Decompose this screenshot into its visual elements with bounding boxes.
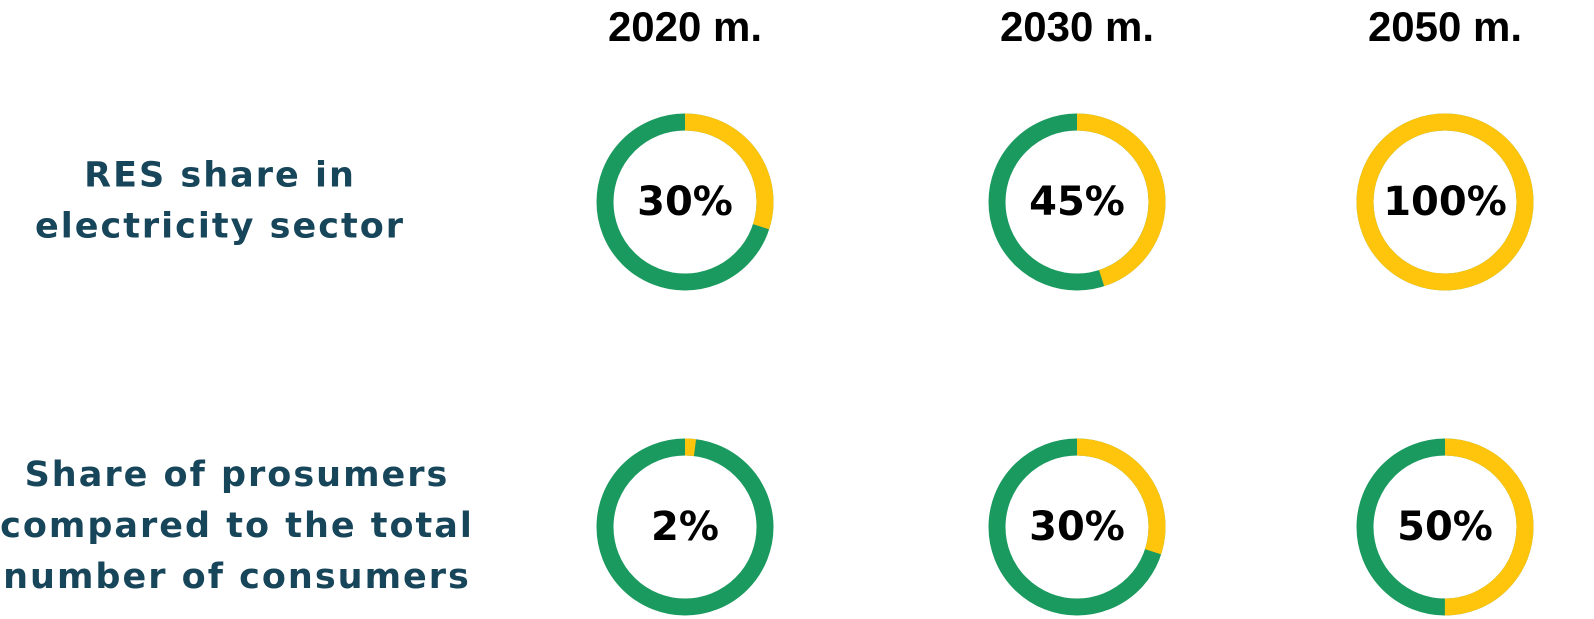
row-label: number of consumers bbox=[3, 557, 471, 597]
donut-label: 45% bbox=[1029, 179, 1125, 225]
donut-share bbox=[988, 113, 1166, 291]
donut-share bbox=[1356, 113, 1534, 291]
row-label: electricity sector bbox=[35, 207, 405, 247]
donut-label: 100% bbox=[1383, 179, 1507, 225]
donut-label: 30% bbox=[637, 179, 733, 225]
donut-share bbox=[596, 438, 774, 616]
column-header: 2020 m. bbox=[608, 3, 762, 50]
row-label: RES share in bbox=[84, 156, 356, 196]
column-header: 2030 m. bbox=[1000, 3, 1154, 50]
donut-share bbox=[596, 113, 774, 291]
donut-share bbox=[1356, 438, 1534, 616]
donut-label: 50% bbox=[1397, 504, 1493, 550]
donut-share bbox=[988, 438, 1166, 616]
row-label: Share of prosumers bbox=[25, 455, 450, 495]
column-header: 2050 m. bbox=[1368, 3, 1522, 50]
donut-label: 30% bbox=[1029, 504, 1125, 550]
row-label: compared to the total bbox=[0, 506, 474, 546]
donut-label: 2% bbox=[651, 504, 719, 550]
